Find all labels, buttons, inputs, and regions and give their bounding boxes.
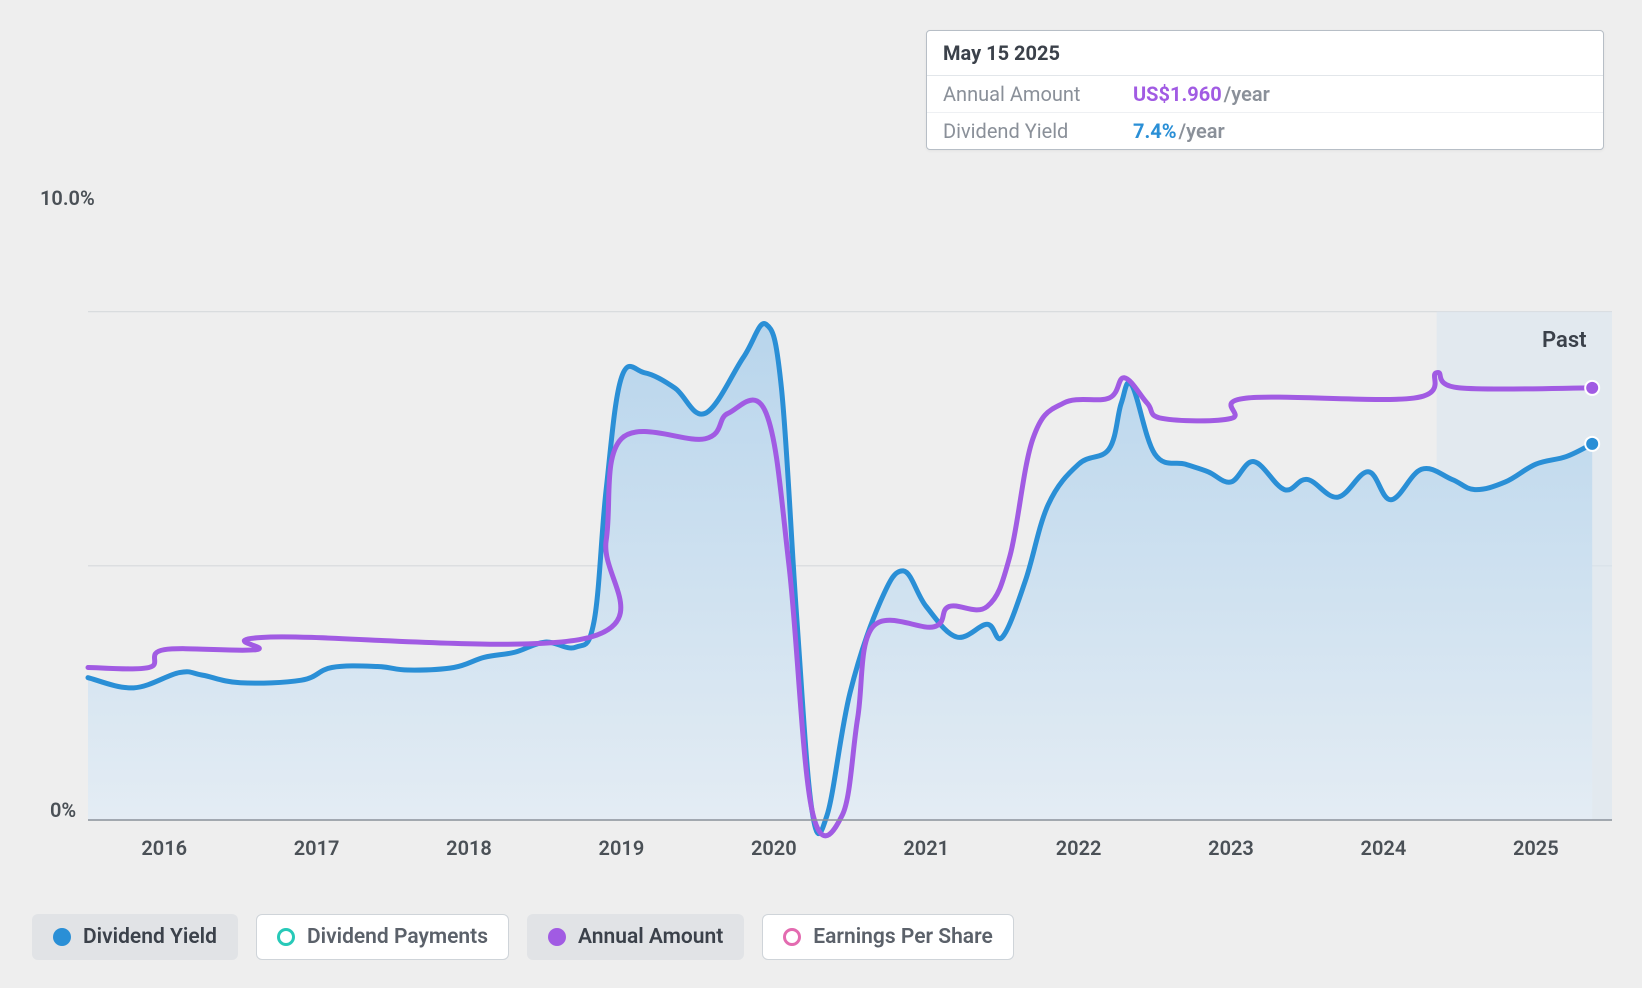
tooltip-row-annual-amount: Annual Amount US$1.960/year xyxy=(927,76,1603,113)
tooltip-label: Annual Amount xyxy=(943,82,1113,106)
dividend-chart-widget: 10.0% 0% 2016 2017 2018 2019 2020 2021 2022 202… xyxy=(0,0,1642,988)
tooltip-value: 7.4% xyxy=(1133,119,1177,143)
tooltip-suffix: /year xyxy=(1224,82,1270,106)
y-tick-max: 10.0% xyxy=(40,186,95,210)
x-tick-label: 2025 xyxy=(1513,836,1559,860)
legend-toggle-earnings-per-share[interactable]: Earnings Per Share xyxy=(762,914,1013,960)
earnings-per-share-swatch-icon xyxy=(783,928,801,946)
legend-label: Dividend Yield xyxy=(83,925,217,949)
dividend-yield-swatch-icon xyxy=(53,928,71,946)
x-tick-label: 2018 xyxy=(446,836,492,860)
past-region-label: Past xyxy=(1542,328,1587,353)
legend-toggle-annual-amount[interactable]: Annual Amount xyxy=(527,914,744,960)
y-tick-zero: 0% xyxy=(50,798,76,822)
x-tick-label: 2017 xyxy=(294,836,340,860)
tooltip-date: May 15 2025 xyxy=(927,31,1603,76)
chart-legend: Dividend Yield Dividend Payments Annual Am… xyxy=(32,914,1014,960)
legend-label: Earnings Per Share xyxy=(813,925,992,949)
x-tick-label: 2022 xyxy=(1056,836,1102,860)
tooltip-suffix: /year xyxy=(1179,119,1225,143)
x-tick-label: 2019 xyxy=(599,836,645,860)
x-tick-label: 2021 xyxy=(903,836,949,860)
tooltip-value: US$1.960 xyxy=(1133,82,1222,106)
legend-toggle-dividend-payments[interactable]: Dividend Payments xyxy=(256,914,509,960)
dividend-payments-swatch-icon xyxy=(277,928,295,946)
x-tick-label: 2020 xyxy=(751,836,797,860)
legend-label: Annual Amount xyxy=(578,925,723,949)
x-tick-label: 2016 xyxy=(141,836,187,860)
legend-label: Dividend Payments xyxy=(307,925,488,949)
legend-toggle-dividend-yield[interactable]: Dividend Yield xyxy=(32,914,238,960)
x-tick-label: 2023 xyxy=(1208,836,1254,860)
annual-amount-swatch-icon xyxy=(548,928,566,946)
hover-tooltip: May 15 2025 Annual Amount US$1.960/year … xyxy=(926,30,1604,150)
tooltip-label: Dividend Yield xyxy=(943,119,1113,143)
x-tick-label: 2024 xyxy=(1361,836,1407,860)
tooltip-row-dividend-yield: Dividend Yield 7.4%/year xyxy=(927,113,1603,149)
